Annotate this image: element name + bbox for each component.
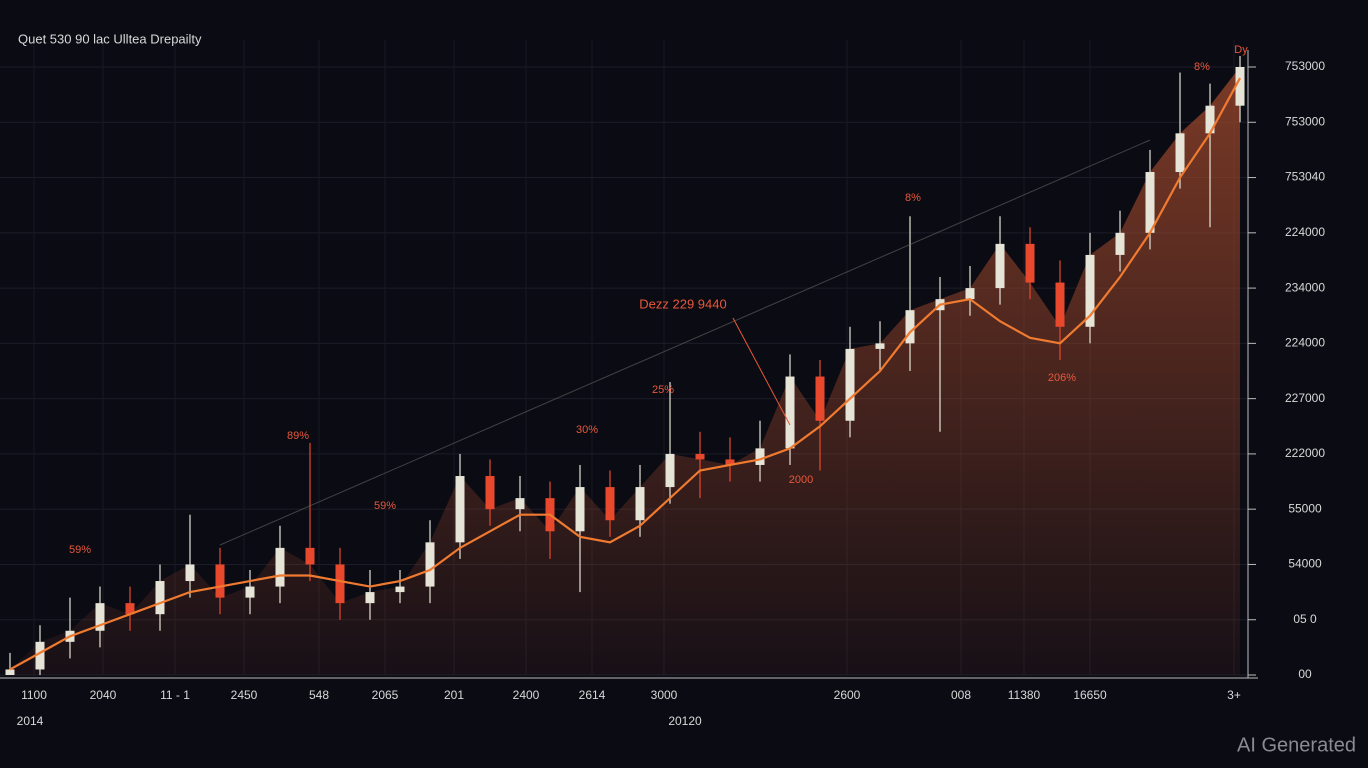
x-tick-label: 2065 [372, 688, 399, 702]
candle-body [665, 453, 675, 488]
candle-body [755, 448, 765, 465]
candle-body [215, 564, 225, 598]
candle-body [905, 310, 915, 344]
candle-body [845, 348, 855, 421]
candle-body [575, 487, 585, 532]
candle-body [1085, 254, 1095, 327]
candle-body [1205, 105, 1215, 134]
x-tick-label: 2400 [513, 688, 540, 702]
candle-body [725, 459, 735, 465]
candle-body [1235, 67, 1245, 106]
plot [0, 40, 1248, 676]
candle-body [95, 603, 105, 631]
candle-body [305, 547, 315, 565]
x-sub-label: 20120 [668, 714, 702, 728]
trend-line [219, 139, 1151, 546]
candle-body [965, 288, 975, 300]
candle-body [875, 343, 885, 349]
annotation: 59% [69, 544, 91, 556]
candle-body [815, 376, 825, 421]
candle-body [1025, 243, 1035, 283]
y-tick-label: 224000 [1285, 225, 1325, 239]
candle-body [785, 376, 795, 449]
candle-body [1175, 133, 1185, 173]
x-tick-label: 3+ [1227, 688, 1241, 702]
x-tick-label: 2600 [834, 688, 861, 702]
y-tick-label: 55000 [1288, 501, 1322, 515]
candle-body [185, 564, 195, 582]
candle-body [365, 592, 375, 604]
candle-body [395, 586, 405, 593]
x-tick-label: 3000 [651, 688, 678, 702]
candle-body [155, 581, 165, 615]
y-tick-label: 00 [1298, 667, 1312, 681]
chart-title: Quet 530 90 lac Ulltea Drepailty [18, 31, 202, 46]
candle-body [335, 564, 345, 604]
annotation: Dezz 229 9440 [639, 296, 726, 311]
candle-body [1055, 282, 1065, 327]
candle-body [275, 547, 285, 587]
annotation: Dy [1234, 44, 1248, 56]
y-tick-label: 753040 [1285, 170, 1325, 184]
annotation: 8% [1194, 61, 1210, 73]
annotation-arrow [732, 317, 791, 426]
candle-body [635, 487, 645, 521]
watermark: AI Generated [1237, 734, 1356, 756]
y-tick-label: 222000 [1285, 446, 1325, 460]
annotation: 89% [287, 430, 309, 442]
annotation: 206% [1048, 372, 1076, 384]
x-sub-label: 2014 [17, 714, 44, 728]
candle-body [1145, 172, 1155, 233]
x-tick-label: 2614 [579, 688, 606, 702]
candle-body [485, 476, 495, 510]
y-tick-label: 224000 [1285, 336, 1325, 350]
x-tick-label: 201 [444, 688, 464, 702]
candle-body [605, 487, 615, 521]
candle-body [515, 498, 525, 510]
x-tick-label: 1100 [21, 688, 47, 702]
annotation: 8% [905, 192, 921, 204]
candle-body [1115, 232, 1125, 255]
candle-body [425, 542, 435, 587]
candle-body [455, 476, 465, 543]
y-tick-label: 54000 [1288, 557, 1322, 571]
candle-body [125, 603, 135, 615]
y-tick-label: 753000 [1285, 114, 1325, 128]
candle-body [695, 453, 705, 460]
x-tick-label: 16650 [1073, 688, 1107, 702]
x-tick-label: 548 [309, 688, 329, 702]
moving-average [9, 77, 1241, 671]
x-tick-label: 2040 [90, 688, 117, 702]
price-area [9, 67, 1241, 675]
annotation: 25% [652, 384, 674, 396]
candle-body [995, 243, 1005, 289]
annotation: 30% [576, 424, 598, 436]
y-tick-label: 234000 [1285, 280, 1325, 294]
annotation: 59% [374, 500, 396, 512]
candle-body [245, 586, 255, 598]
candle-body [35, 641, 45, 670]
x-tick-label: 008 [951, 688, 971, 702]
x-tick-label: 11 - 1 [160, 688, 190, 702]
x-tick-label: 11380 [1008, 688, 1041, 702]
annotation: 2000 [789, 474, 813, 486]
y-tick-label: 05 0 [1293, 612, 1317, 626]
x-tick-label: 2450 [231, 688, 258, 702]
candle-body [5, 669, 15, 675]
y-tick-label: 227000 [1285, 391, 1325, 405]
y-tick-label: 753000 [1285, 59, 1325, 73]
